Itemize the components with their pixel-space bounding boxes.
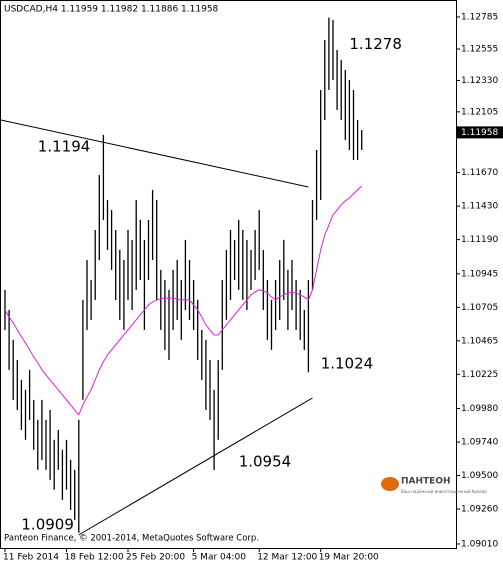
logo-subtitle: Ваш надёжный инвестиционный брокер xyxy=(401,489,487,494)
y-tick-label: 1.11670 xyxy=(461,168,498,178)
trendline xyxy=(0,119,309,188)
logo-icon xyxy=(381,477,399,491)
footer: Panteon Finance, © 2001-2014, MetaQuotes… xyxy=(4,534,259,544)
y-tick-label: 1.10225 xyxy=(461,370,498,380)
last-price-box xyxy=(457,126,503,139)
y-tick-label: 1.10705 xyxy=(461,303,498,313)
trendline xyxy=(78,397,313,536)
y-tick-label: 1.11190 xyxy=(461,235,498,245)
annotation: 1.0909 xyxy=(21,515,74,533)
annotation: 1.1278 xyxy=(349,35,402,53)
x-tick-label: 5 Mar 04:00 xyxy=(192,553,247,563)
x-tick-label: 12 Mar 12:00 xyxy=(257,553,317,563)
y-tick-label: 1.09980 xyxy=(461,404,498,414)
annotation: 1.1024 xyxy=(321,355,374,373)
annotation: 1.1194 xyxy=(38,137,91,155)
y-tick-label: 1.09740 xyxy=(461,438,498,448)
y-tick-label: 1.10945 xyxy=(461,269,498,279)
x-tick-label: 11 Feb 2014 xyxy=(3,553,59,563)
logo: ПАНТЕОН Ваш надёжный инвестиционный брок… xyxy=(381,477,487,494)
y-tick-label: 1.12785 xyxy=(461,12,498,22)
y-tick-label: 1.10465 xyxy=(461,336,498,346)
y-tick-label: 1.09500 xyxy=(461,471,498,481)
y-tick-label: 1.09260 xyxy=(461,505,498,515)
logo-text: ПАНТЕОН xyxy=(401,477,451,487)
y-tick-label: 1.12555 xyxy=(461,45,498,55)
x-tick-label: 19 Mar 20:00 xyxy=(319,553,379,563)
chart-title: USDCAD,H4 1.11959 1.11982 1.11886 1.1195… xyxy=(4,5,219,15)
annotation: 1.0954 xyxy=(239,452,292,470)
x-tick-label: 25 Feb 20:00 xyxy=(126,553,185,563)
x-tick-label: 18 Feb 12:00 xyxy=(65,553,124,563)
y-tick-label: 1.12330 xyxy=(461,76,498,86)
last-price-label: 1.11958 xyxy=(461,128,498,138)
y-tick-label: 1.09010 xyxy=(461,539,498,549)
y-tick-label: 1.11430 xyxy=(461,202,498,212)
y-tick-label: 1.12105 xyxy=(461,107,498,117)
moving-average xyxy=(4,185,363,416)
